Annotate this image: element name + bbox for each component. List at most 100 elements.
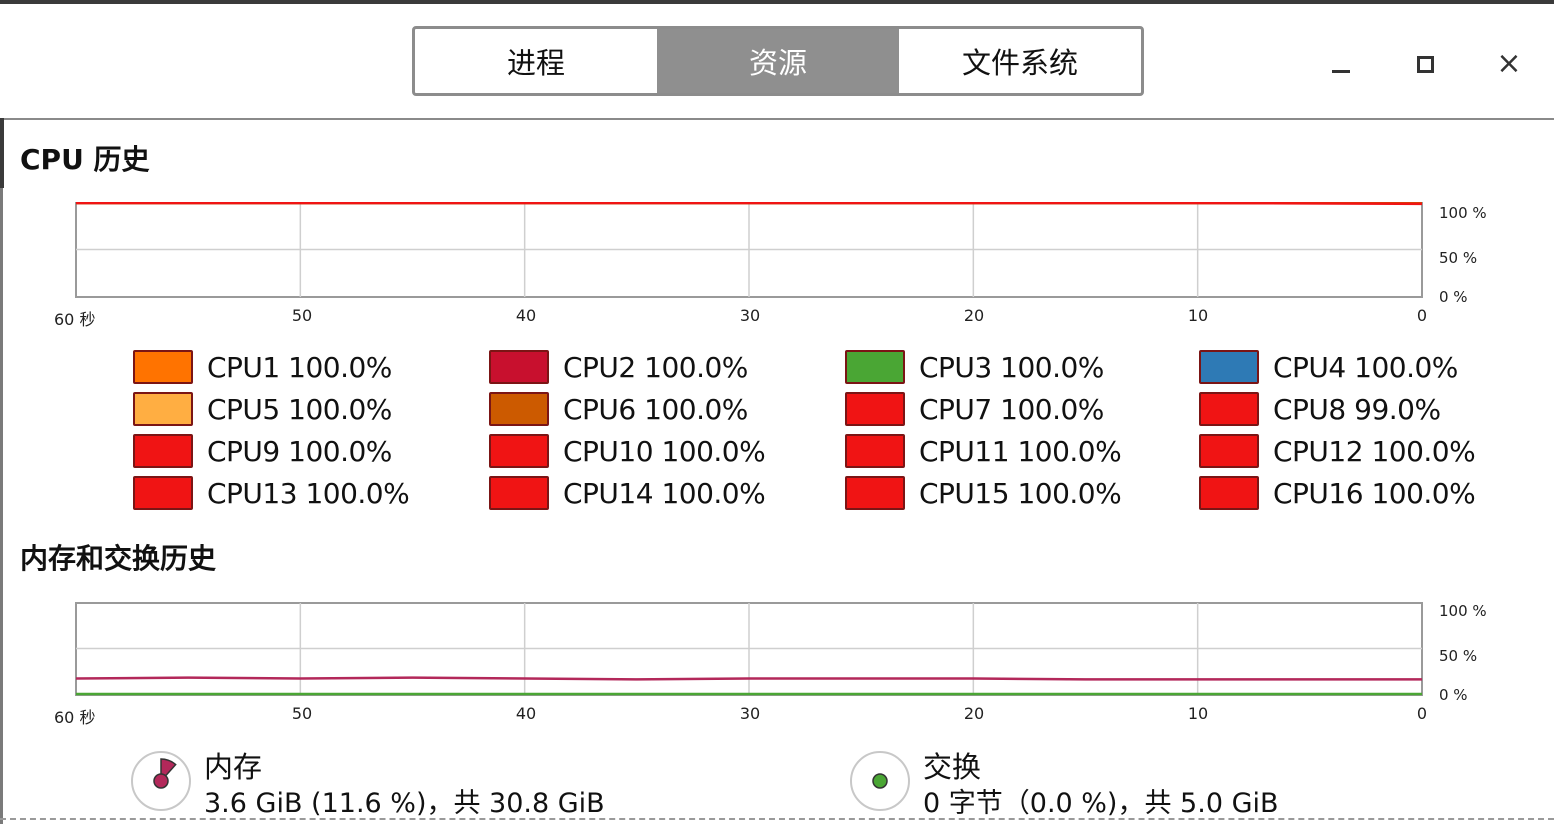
maximize-button[interactable]	[1405, 44, 1445, 84]
cpu-legend-label: CPU10 100.0%	[563, 434, 766, 468]
cpu-x-tick: 30	[739, 306, 761, 325]
cpu-x-tick: 20	[963, 306, 985, 325]
cpu-legend-item[interactable]: CPU7 100.0%	[845, 390, 1104, 428]
cpu-color-swatch[interactable]	[845, 476, 905, 510]
cpu-legend-item[interactable]: CPU11 100.0%	[845, 432, 1122, 470]
tab-resources[interactable]: 资源	[657, 29, 899, 93]
cpu-legend-label: CPU1 100.0%	[207, 350, 392, 384]
cpu-legend-item[interactable]: CPU8 99.0%	[1199, 390, 1441, 428]
cpu-section-title: CPU 历史	[20, 143, 150, 176]
left-edge-accent	[0, 118, 4, 188]
cpu-x-tick: 0	[1416, 306, 1428, 325]
close-icon: ×	[1496, 46, 1522, 81]
maximize-icon	[1416, 55, 1434, 73]
cpu-legend-item[interactable]: CPU3 100.0%	[845, 348, 1104, 386]
cpu-legend-item[interactable]: CPU16 100.0%	[1199, 474, 1476, 512]
cpu-legend-label: CPU4 100.0%	[1273, 350, 1458, 384]
cpu-legend-label: CPU3 100.0%	[919, 350, 1104, 384]
cpu-legend-label: CPU8 99.0%	[1273, 392, 1441, 426]
cpu-color-swatch[interactable]	[133, 476, 193, 510]
view-switcher: 进程 资源 文件系统	[412, 26, 1144, 96]
window-top-strip	[0, 0, 1554, 4]
close-button[interactable]: ×	[1489, 44, 1529, 84]
cpu-color-swatch[interactable]	[133, 350, 193, 384]
cpu-legend-item[interactable]: CPU12 100.0%	[1199, 432, 1476, 470]
cpu-legend-item[interactable]: CPU13 100.0%	[133, 474, 410, 512]
cpu-legend-label: CPU14 100.0%	[563, 476, 766, 510]
cpu-y-tick-100: 100 %	[1439, 204, 1487, 222]
memory-label: 内存	[204, 750, 263, 784]
cpu-legend-item[interactable]: CPU6 100.0%	[489, 390, 748, 428]
mem-x-tick: 50	[291, 704, 313, 723]
pie-center	[872, 773, 888, 789]
mem-x-tick: 60 秒	[54, 708, 96, 727]
pie-center	[153, 773, 169, 789]
mem-x-tick: 30	[739, 704, 761, 723]
mem-x-tick: 10	[1187, 704, 1209, 723]
cpu-legend-label: CPU5 100.0%	[207, 392, 392, 426]
mem-y-tick-0: 0 %	[1439, 686, 1468, 704]
cpu-legend-item[interactable]: CPU1 100.0%	[133, 348, 392, 386]
cpu-color-swatch[interactable]	[489, 350, 549, 384]
cpu-legend-label: CPU15 100.0%	[919, 476, 1122, 510]
tab-processes[interactable]: 进程	[506, 46, 565, 80]
cpu-x-tick: 10	[1187, 306, 1209, 325]
swap-usage: 交换 0 字节（0.0 %)，共 5.0 GiB	[849, 750, 1279, 824]
memory-graph-svg	[75, 602, 1423, 696]
cpu-color-swatch[interactable]	[1199, 434, 1259, 468]
swap-detail: 0 字节（0.0 %)，共 5.0 GiB	[923, 788, 1279, 819]
cpu-y-tick-0: 0 %	[1439, 288, 1468, 306]
memory-section-title: 内存和交换历史	[20, 542, 217, 575]
cpu-color-swatch[interactable]	[1199, 476, 1259, 510]
mem-x-tick: 40	[515, 704, 537, 723]
cpu-legend-item[interactable]: CPU9 100.0%	[133, 432, 392, 470]
mem-y-tick-50: 50 %	[1439, 647, 1478, 665]
cpu-color-swatch[interactable]	[133, 392, 193, 426]
mem-y-tick-100: 100 %	[1439, 602, 1487, 620]
cpu-history-graph	[75, 202, 1423, 298]
cpu-legend-label: CPU6 100.0%	[563, 392, 748, 426]
cpu-x-tick: 60 秒	[54, 310, 96, 329]
cpu-legend-label: CPU12 100.0%	[1273, 434, 1476, 468]
cpu-legend-label: CPU2 100.0%	[563, 350, 748, 384]
swap-label: 交换	[923, 750, 982, 784]
cpu-x-tick: 50	[291, 306, 313, 325]
cpu-color-swatch[interactable]	[489, 434, 549, 468]
cpu-legend-label: CPU7 100.0%	[919, 392, 1104, 426]
memory-detail: 3.6 GiB (11.6 %)，共 30.8 GiB	[204, 788, 605, 819]
memory-history-graph	[75, 602, 1423, 696]
memory-usage: 内存 3.6 GiB (11.6 %)，共 30.8 GiB	[130, 750, 605, 824]
cpu-color-swatch[interactable]	[489, 476, 549, 510]
minimize-icon	[1332, 69, 1350, 73]
cpu-legend-item[interactable]: CPU10 100.0%	[489, 432, 766, 470]
swap-pie-icon[interactable]	[849, 750, 911, 812]
cpu-y-tick-50: 50 %	[1439, 249, 1478, 267]
series-line-CPU8	[76, 202, 1423, 206]
cpu-x-tick: 40	[515, 306, 537, 325]
cpu-legend-item[interactable]: CPU4 100.0%	[1199, 348, 1458, 386]
bottom-edge	[0, 818, 1554, 820]
cpu-legend-label: CPU9 100.0%	[207, 434, 392, 468]
cpu-legend-label: CPU13 100.0%	[207, 476, 410, 510]
memory-pie-icon[interactable]	[130, 750, 192, 812]
minimize-button[interactable]	[1321, 44, 1361, 84]
series-line-内存	[75, 676, 1422, 681]
cpu-legend-item[interactable]: CPU2 100.0%	[489, 348, 748, 386]
cpu-legend-label: CPU16 100.0%	[1273, 476, 1476, 510]
cpu-legend-item[interactable]: CPU15 100.0%	[845, 474, 1122, 512]
cpu-color-swatch[interactable]	[1199, 350, 1259, 384]
tab-file-systems[interactable]: 文件系统	[961, 46, 1078, 80]
header-bar: 进程 资源 文件系统 ×	[0, 4, 1554, 120]
cpu-color-swatch[interactable]	[845, 392, 905, 426]
mem-x-tick: 20	[963, 704, 985, 723]
cpu-color-swatch[interactable]	[1199, 392, 1259, 426]
cpu-color-swatch[interactable]	[845, 350, 905, 384]
cpu-color-swatch[interactable]	[489, 392, 549, 426]
cpu-legend-label: CPU11 100.0%	[919, 434, 1122, 468]
cpu-legend-item[interactable]: CPU14 100.0%	[489, 474, 766, 512]
cpu-legend-item[interactable]: CPU5 100.0%	[133, 390, 392, 428]
cpu-graph-svg	[75, 202, 1423, 298]
cpu-color-swatch[interactable]	[845, 434, 905, 468]
cpu-color-swatch[interactable]	[133, 434, 193, 468]
